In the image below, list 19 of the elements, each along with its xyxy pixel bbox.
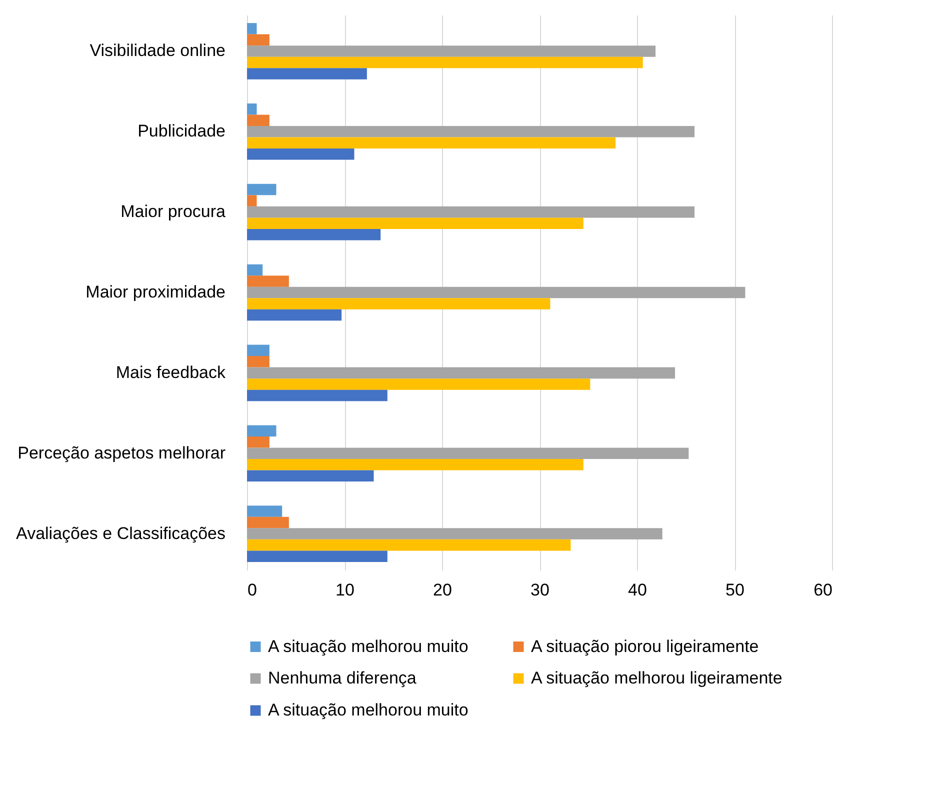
y-tick-label: Visibilidade online — [90, 41, 226, 60]
y-tick-label: Maior procura — [120, 202, 226, 222]
legend-label: A situação melhorou ligeiramente — [531, 668, 782, 688]
y-tick-label: Avaliações e Classificações — [16, 524, 226, 543]
legend-label: A situação melhorou muito — [268, 700, 468, 720]
y-tick-label: Maior proximidade — [86, 282, 226, 302]
x-tick-label: 20 — [433, 580, 452, 600]
y-tick-label: Mais feedback — [116, 362, 226, 382]
x-tick-label: 10 — [336, 580, 354, 600]
x-tick-label: 30 — [530, 580, 550, 600]
x-tick-label: 60 — [814, 580, 832, 600]
legend-label: A situação melhorou muito — [268, 636, 468, 656]
x-tick-label: 50 — [726, 580, 744, 600]
x-tick-label: 0 — [248, 580, 257, 600]
legend-label: A situação piorou ligeiramente — [531, 636, 759, 656]
x-tick-label: 40 — [628, 580, 647, 600]
y-tick-label: Publicidade — [138, 122, 226, 141]
y-tick-label: Perceção aspetos melhorar — [18, 443, 226, 462]
legend-label: Nenhuma diferença — [268, 668, 417, 688]
